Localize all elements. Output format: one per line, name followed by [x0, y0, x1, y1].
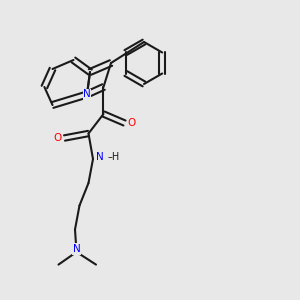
- Text: N: N: [96, 152, 104, 163]
- Text: O: O: [53, 133, 61, 143]
- Text: –H: –H: [108, 152, 120, 163]
- Text: O: O: [128, 118, 136, 128]
- Text: N: N: [83, 89, 91, 100]
- Text: N: N: [73, 244, 80, 254]
